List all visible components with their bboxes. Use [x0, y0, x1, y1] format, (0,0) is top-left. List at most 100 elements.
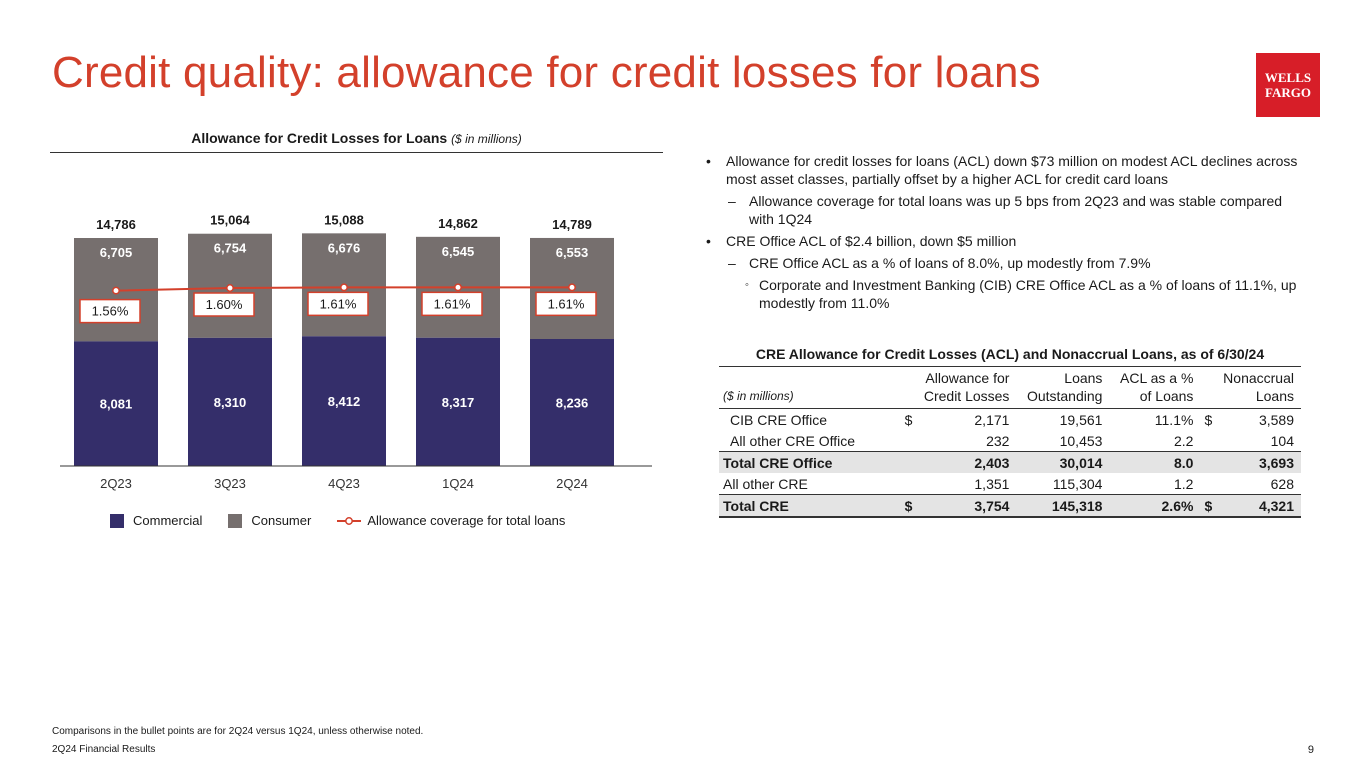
bar-consumer-label: 6,553: [556, 245, 589, 260]
bullet-marker: –: [728, 255, 736, 271]
chart-legend: Commercial Consumer Allowance coverage f…: [110, 513, 591, 528]
cell-pct: 2.2: [1173, 432, 1194, 449]
dollar-sign: [901, 430, 919, 452]
row-label: All other CRE Office: [730, 432, 856, 449]
x-tick-label: 2Q24: [556, 476, 588, 491]
coverage-label-box: [421, 291, 483, 317]
row-label: Total CRE Office: [719, 451, 901, 473]
chart-title-rule: [50, 152, 663, 153]
table-title-rule: [719, 366, 1301, 367]
bullet-marker: •: [706, 233, 711, 249]
row-label: Total CRE: [719, 494, 901, 517]
legend-commercial-label: Commercial: [133, 513, 203, 528]
bullet-item: • Allowance for credit losses for loans …: [706, 152, 1306, 188]
bar-consumer-label: 6,676: [328, 240, 361, 255]
x-tick-label: 3Q23: [214, 476, 246, 491]
bar-commercial: [416, 337, 500, 466]
table-unit-label: ($ in millions): [723, 389, 794, 403]
bullet-marker: –: [728, 193, 736, 209]
coverage-label: 1.60%: [206, 297, 243, 312]
table-row: CIB CRE Office $ 2,171 19,561 11.1% $ 3,…: [719, 409, 1301, 431]
bullet-item: – Allowance coverage for total loans was…: [706, 192, 1306, 228]
cell-nonaccrual: 3,693: [1218, 451, 1301, 473]
bar-total-label: 14,789: [552, 217, 592, 232]
cell-loans: 19,561: [1059, 411, 1103, 428]
cell-nonaccrual: 3,589: [1258, 411, 1294, 428]
stacked-bar-chart: 6,705 8,081 14,786 2Q23 6,754 8,310 15,064 3Q23…: [60, 212, 652, 491]
dollar-sign: [1200, 430, 1218, 452]
bullet-item: • CRE Office ACL of $2.4 billion, down $…: [706, 232, 1306, 250]
bar-commercial-label: 8,412: [328, 394, 361, 409]
dollar-sign: $: [900, 494, 919, 517]
legend-consumer: Consumer: [228, 513, 311, 528]
table-row-total: Total CRE $ 3,754 145,318 2.6% $ 4,321: [719, 494, 1301, 517]
cell-pct: 11.1%: [1154, 411, 1194, 428]
legend-commercial-swatch: [110, 513, 124, 528]
dollar-sign: $: [1204, 411, 1213, 428]
row-label: CIB CRE Office: [730, 411, 827, 428]
coverage-label: 1.56%: [92, 304, 129, 319]
page-number: 9: [1307, 744, 1314, 756]
footer-text: 2Q24 Financial Results: [52, 744, 156, 755]
coverage-label-box: [535, 291, 597, 317]
wells-fargo-logo: WELLS FARGO: [1256, 53, 1320, 117]
cell-loans: 10,453: [1059, 432, 1103, 449]
header-acl: Allowance for Credit Losses: [923, 370, 1010, 404]
header-nonaccrual: Nonaccrual Loans: [1223, 370, 1294, 404]
cell-pct: 8.0: [1109, 451, 1201, 473]
logo-line-1: WELLS: [1264, 70, 1312, 85]
cell-acl: 2,403: [918, 451, 1017, 473]
coverage-point: [226, 284, 234, 292]
cell-pct: 2.6%: [1109, 494, 1201, 517]
bullet-list: • Allowance for credit losses for loans …: [706, 152, 1306, 316]
cell-loans: 30,014: [1016, 451, 1110, 473]
coverage-label-box: [193, 292, 255, 317]
bar-commercial-label: 8,317: [442, 395, 475, 410]
coverage-point: [454, 283, 462, 292]
coverage-point: [568, 283, 576, 292]
dollar-sign: [900, 451, 919, 473]
bullet-marker: ◦: [745, 279, 749, 291]
bullet-text: Corporate and Investment Banking (CIB) C…: [759, 277, 1297, 311]
coverage-point: [112, 286, 120, 295]
bar-commercial-label: 8,236: [556, 396, 589, 411]
bar-commercial: [74, 341, 158, 466]
chart-title-text: Allowance for Credit Losses for Loans: [191, 130, 448, 146]
bar-commercial: [530, 339, 614, 466]
bullet-item: ◦ Corporate and Investment Banking (CIB)…: [706, 276, 1306, 312]
bar-total-label: 14,862: [438, 216, 478, 231]
bar-commercial-label: 8,081: [100, 397, 133, 412]
dollar-sign: [1200, 451, 1219, 473]
cell-nonaccrual: 4,321: [1218, 494, 1301, 517]
bar-total-label: 15,088: [324, 212, 364, 227]
legend-line-marker-icon: [337, 516, 362, 525]
table-row: All other CRE Office 232 10,453 2.2 104: [719, 430, 1301, 452]
chart-unit: ($ in millions): [451, 132, 522, 146]
legend-consumer-swatch: [228, 513, 243, 528]
dollar-sign: [1200, 473, 1218, 495]
coverage-label: 1.61%: [320, 296, 357, 311]
x-tick-label: 1Q24: [442, 476, 474, 491]
chart-title: Allowance for Credit Losses for Loans ($…: [50, 130, 663, 146]
cell-pct: 1.2: [1173, 475, 1194, 492]
x-tick-label: 2Q23: [100, 476, 132, 491]
table-header-row: ($ in millions) Allowance for Credit Los…: [719, 367, 1301, 409]
bar-consumer-label: 6,705: [100, 245, 133, 260]
bar-commercial-label: 8,310: [214, 395, 247, 410]
bar-total-label: 15,064: [210, 213, 251, 228]
legend-commercial: Commercial: [110, 513, 202, 528]
cell-loans: 115,304: [1052, 475, 1103, 492]
cell-acl: 2,171: [974, 411, 1010, 428]
coverage-label-box: [79, 298, 141, 324]
bullet-marker: •: [706, 153, 711, 169]
bar-commercial: [188, 337, 272, 466]
table-row: All other CRE 1,351 115,304 1.2 628: [719, 473, 1301, 495]
bullet-text: Allowance coverage for total loans was u…: [749, 193, 1283, 227]
bar-consumer-label: 6,754: [214, 241, 247, 256]
bullet-item: – CRE Office ACL as a % of loans of 8.0%…: [706, 254, 1306, 272]
cell-acl: 3,754: [918, 494, 1017, 517]
legend-coverage-label: Allowance coverage for total loans: [367, 513, 566, 528]
table-title: CRE Allowance for Credit Losses (ACL) an…: [755, 346, 1265, 362]
page-title: Credit quality: allowance for credit los…: [52, 48, 1041, 97]
x-tick-label: 4Q23: [328, 476, 360, 491]
